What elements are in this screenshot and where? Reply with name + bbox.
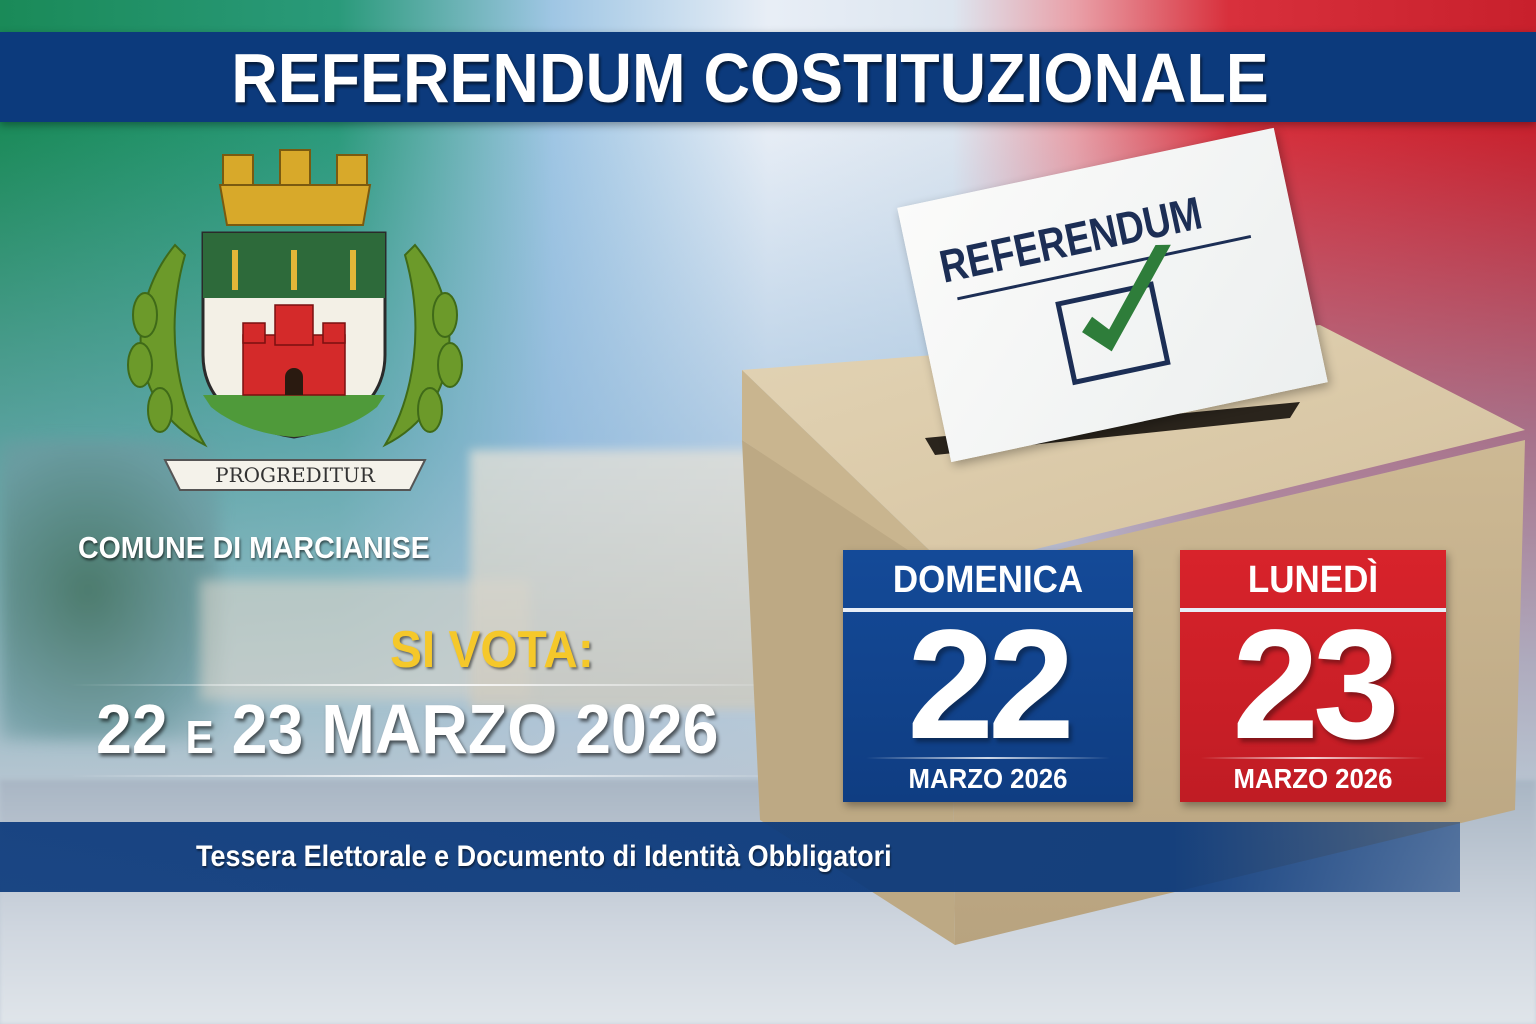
title-banner — [0, 32, 1536, 122]
ballot-paper: REFERENDUM — [897, 127, 1328, 463]
divider — [1201, 757, 1425, 759]
date-conjunction: E — [185, 711, 214, 763]
coat-of-arms-icon: PROGREDITUR — [127, 149, 463, 491]
divider — [1180, 608, 1446, 612]
divider — [843, 608, 1133, 612]
weekday-label: DOMENICA — [892, 559, 1084, 601]
background-palace — [470, 450, 770, 710]
date-card-sunday: DOMENICA 22 MARZO 2026 — [843, 550, 1133, 802]
day-number: 23 — [1232, 598, 1400, 772]
divider — [70, 684, 800, 686]
vote-dates: 22 E 23 MARZO 2026 — [96, 690, 718, 776]
month-label: MARZO 2026 — [908, 763, 1068, 794]
municipality-name: COMUNE DI MARCIANISE — [78, 530, 430, 565]
date-first: 22 — [96, 690, 168, 768]
divider — [70, 775, 800, 777]
divider — [866, 757, 1110, 759]
notice-banner — [0, 822, 1460, 892]
day-number: 22 — [907, 598, 1075, 772]
date-second: 23 MARZO 2026 — [231, 690, 719, 768]
month-label: MARZO 2026 — [1233, 763, 1393, 794]
crest-motto: PROGREDITUR — [215, 463, 376, 487]
vote-label: SI VOTA: — [390, 621, 594, 679]
weekday-label: LUNEDÌ — [1247, 559, 1379, 601]
date-card-monday: LUNEDÌ 23 MARZO 2026 — [1180, 550, 1446, 802]
page-title: REFERENDUM COSTITUZIONALE — [231, 39, 1269, 117]
checkmark-icon — [1082, 244, 1171, 352]
id-requirement-notice: Tessera Elettorale e Documento di Identi… — [196, 840, 892, 873]
